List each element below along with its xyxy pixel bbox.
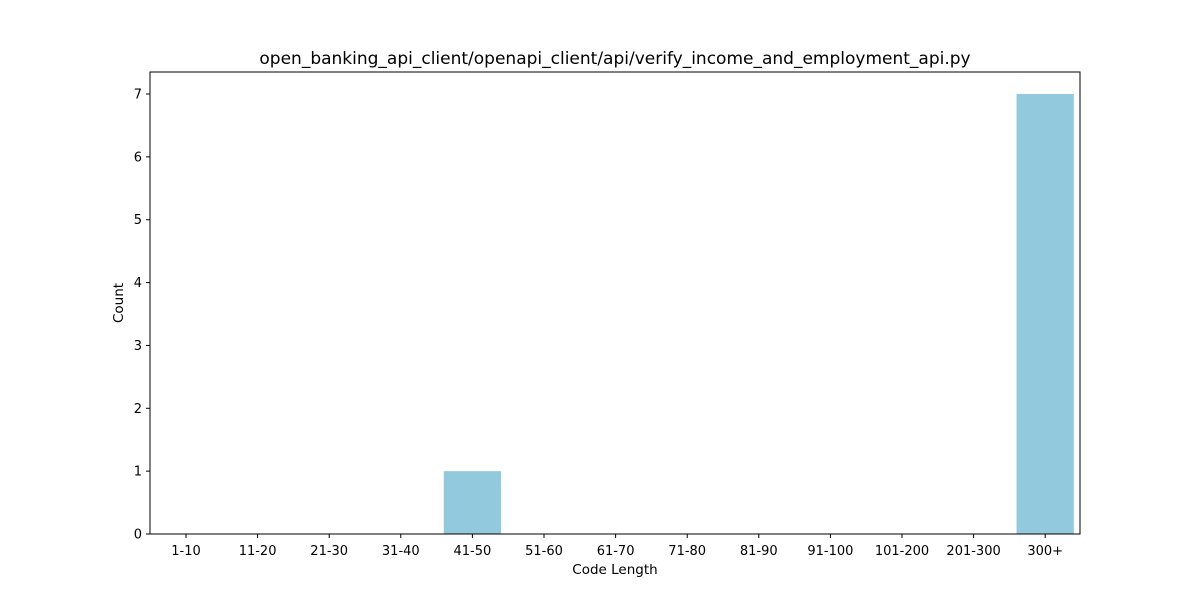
- x-tick-label: 101-200: [875, 544, 929, 559]
- x-tick-label: 201-300: [946, 544, 1000, 559]
- x-tick-label: 1-10: [171, 544, 201, 559]
- x-tick-label: 11-20: [239, 544, 277, 559]
- plot-frame: [149, 71, 1081, 535]
- y-tick-label: 3: [134, 339, 142, 354]
- x-tick-label: 51-60: [525, 544, 563, 559]
- x-tick-label: 91-100: [807, 544, 853, 559]
- x-tick-label: 300+: [1027, 544, 1063, 559]
- y-tick-label: 7: [134, 88, 142, 103]
- x-tick-label: 71-80: [668, 544, 706, 559]
- x-tick-label: 61-70: [597, 544, 635, 559]
- y-tick-label: 6: [134, 150, 142, 165]
- x-tick-label: 81-90: [740, 544, 778, 559]
- x-tick-label: 21-30: [310, 544, 348, 559]
- bars-group: [443, 94, 1074, 534]
- x-tick-label: 31-40: [382, 544, 420, 559]
- y-tick-label: 5: [134, 213, 142, 228]
- y-tick-label: 4: [134, 276, 142, 291]
- y-axis: 0 1 2 3 4 5 6 7: [134, 88, 150, 543]
- y-tick-label: 0: [134, 528, 142, 543]
- x-axis-label: Code Length: [572, 562, 657, 578]
- x-tick-label: 41-50: [454, 544, 492, 559]
- bar-300+: [1016, 94, 1074, 534]
- bar-41-50: [443, 471, 502, 534]
- y-tick-label: 1: [134, 465, 142, 480]
- x-axis: 1-10 11-20 21-30 31-40 41-50 51-60 61-70 71-80 8…: [171, 534, 1063, 559]
- y-tick-label: 2: [134, 402, 142, 417]
- chart-title: open_banking_api_client/openapi_client/a…: [259, 49, 970, 69]
- y-axis-label: Count: [111, 283, 127, 323]
